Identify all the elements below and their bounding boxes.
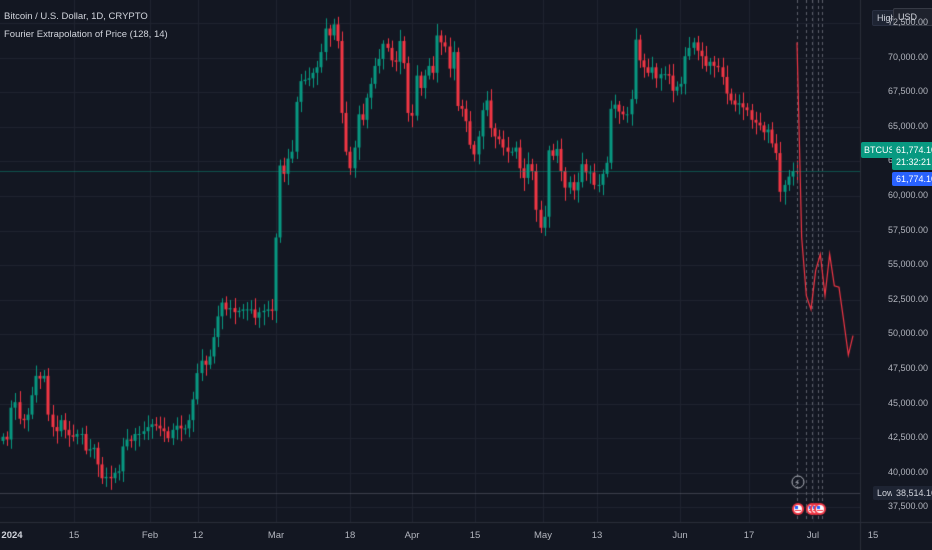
low-tag: Low [873, 486, 898, 500]
time-axis-label: 12 [192, 530, 204, 541]
price-axis-label: 37,500.00 [887, 501, 928, 512]
price-axis-label: 47,500.00 [887, 362, 928, 373]
price-axis-label: 65,000.00 [887, 120, 928, 131]
currency-button[interactable]: USD [893, 8, 932, 26]
price-axis-label: 42,500.00 [887, 432, 928, 443]
time-axis-label: 15 [867, 530, 879, 541]
price-axis-label: 57,500.00 [887, 224, 928, 235]
indicator-title[interactable]: Fourier Extrapolation of Price (128, 14) [4, 29, 168, 40]
time-axis-label: 13 [591, 530, 603, 541]
low-value-label: 38,514.16 [892, 486, 932, 500]
price-axis-label: 72,500.00 [887, 16, 928, 27]
price-axis-label: 67,500.00 [887, 86, 928, 97]
price-axis-label: 52,500.00 [887, 293, 928, 304]
time-axis-label: 17 [743, 530, 755, 541]
time-axis-label: May [534, 530, 552, 541]
symbol-title: Bitcoin / U.S. Dollar, 1D, CRYPTO [4, 11, 148, 22]
price-axis-label: 60,000.00 [887, 189, 928, 200]
price-axis-label: 40,000.00 [887, 466, 928, 477]
time-axis-label: 18 [344, 530, 356, 541]
countdown-timer: 21:32:21 [896, 157, 932, 167]
time-axis-label: Apr [404, 530, 420, 541]
time-axis-label: Feb [141, 530, 159, 541]
time-axis-label: 15 [469, 530, 481, 541]
time-axis-label: Jul [806, 530, 820, 541]
current-price-value: 61,774.10 [896, 145, 932, 155]
price-axis-label: 50,000.00 [887, 328, 928, 339]
last-price-label: 61,774.10 [892, 172, 932, 186]
time-axis-label: Mar [267, 530, 285, 541]
time-axis-label: 15 [68, 530, 80, 541]
time-axis-label: Jun [672, 530, 688, 541]
current-price-label: 61,774.10 21:32:21 [892, 142, 932, 170]
time-axis-label: 2024 [1, 530, 23, 541]
price-axis-label: 55,000.00 [887, 259, 928, 270]
price-axis-label: 70,000.00 [887, 51, 928, 62]
price-axis-label: 45,000.00 [887, 397, 928, 408]
